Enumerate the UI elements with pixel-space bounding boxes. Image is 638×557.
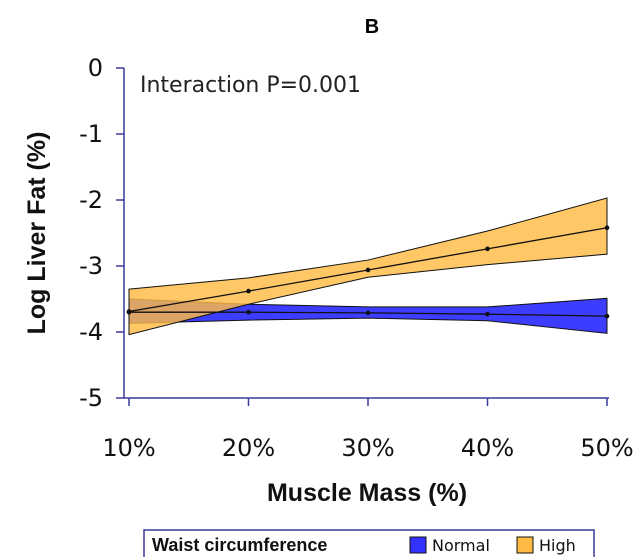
x-ticks: 10% 20% 30% 40% 50% [102,398,634,462]
data-points [126,225,610,319]
legend-swatch-high [516,536,534,554]
point-normal-20 [246,309,251,315]
legend-label-normal: Normal [432,536,490,555]
legend-title: Waist circumference [152,535,327,555]
panel-label: B [365,16,379,38]
x-axis-title: Muscle Mass (%) [267,479,467,507]
x-tick-label: 40% [461,434,514,462]
point-normal-40 [485,311,490,317]
x-tick-label: 30% [341,434,394,462]
y-ticks: 0 -1 -2 -3 -4 -5 [79,54,124,412]
x-tick-label: 20% [222,434,275,462]
y-tick-label: -1 [79,120,103,148]
confidence-bands [128,197,608,336]
y-axis-title: Log Liver Fat (%) [23,132,51,335]
point-normal-50 [604,313,610,319]
point-normal-30 [365,310,371,316]
y-tick-label: -3 [79,252,103,280]
annotation: Interaction P=0.001 [140,73,361,98]
y-tick-label: -2 [79,186,103,214]
band-normal [128,297,608,334]
y-tick-label: -4 [79,318,103,346]
point-high-30 [365,267,371,273]
point-high-10 [126,309,132,314]
legend-label-high: High [539,536,576,555]
point-high-40 [485,246,490,252]
band-high [128,197,608,336]
y-tick-label: -5 [79,384,103,412]
legend-swatch-normal [409,536,427,554]
point-high-50 [604,225,610,231]
x-tick-label: 50% [580,434,633,462]
point-high-20 [246,288,251,294]
y-tick-label: 0 [88,54,103,82]
x-tick-label: 10% [102,434,155,462]
axes [123,68,609,399]
legend: Waist circumference Normal High [143,529,595,557]
